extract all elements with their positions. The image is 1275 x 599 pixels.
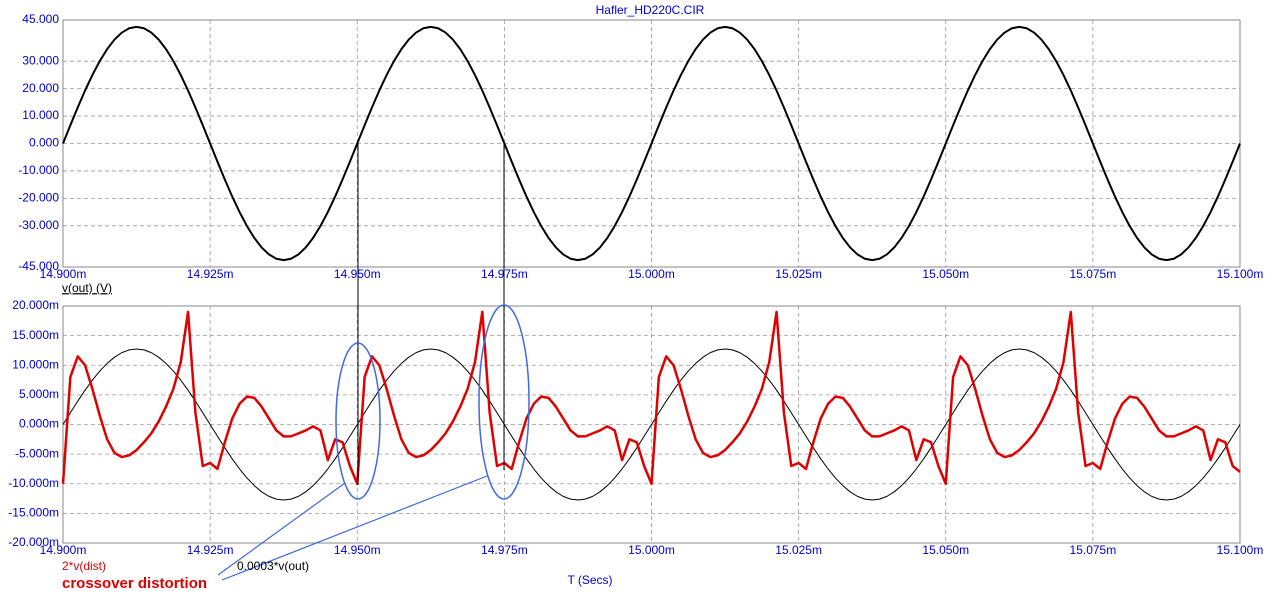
- x-tick-label: 14.925m: [187, 543, 234, 557]
- annotation-layer: [217, 143, 530, 581]
- x-tick-label: 15.050m: [922, 543, 969, 557]
- y-tick-label: -10.000m: [8, 476, 59, 490]
- x-tick-label: 15.000m: [628, 543, 675, 557]
- x-tick-label: 15.050m: [922, 267, 969, 281]
- x-tick-label: 14.975m: [481, 543, 528, 557]
- x-tick-label: 14.900m: [40, 267, 87, 281]
- x-tick-label: 14.900m: [40, 543, 87, 557]
- y-tick-label: 30.000: [22, 53, 59, 67]
- y-tick-label: 10.000m: [12, 357, 59, 371]
- x-tick-label: 14.975m: [481, 267, 528, 281]
- y-tick-label: 10.000: [22, 108, 59, 122]
- highlight-ellipse: [478, 304, 530, 500]
- y-tick-label: -20.000m: [8, 535, 59, 549]
- legend-label: 2*v(dist): [62, 559, 106, 573]
- series-line: [62, 25, 1241, 262]
- legend-label: v(out) (V): [62, 281, 112, 295]
- y-tick-label: -45.000: [18, 259, 59, 273]
- y-tick-label: 15.000m: [12, 328, 59, 342]
- y-tick-label: 45.000: [22, 12, 59, 26]
- highlight-ellipse: [335, 342, 381, 500]
- y-tick-label: 20.000m: [12, 298, 59, 312]
- series-line: [61, 310, 1241, 485]
- y-tick-label: -20.000: [18, 191, 59, 205]
- annotation: crossover distortion: [62, 575, 207, 592]
- y-tick-label: 5.000m: [19, 387, 59, 401]
- y-tick-label: -30.000: [18, 218, 59, 232]
- x-tick-label: 14.950m: [334, 267, 381, 281]
- x-axis-label: T (Secs): [567, 573, 612, 587]
- chart-title: Hafler_HD220C.CIR: [596, 3, 705, 17]
- y-tick-label: -5.000m: [15, 446, 59, 460]
- x-tick-label: 14.925m: [187, 267, 234, 281]
- x-tick-label: 14.950m: [334, 543, 381, 557]
- x-tick-label: 15.025m: [775, 267, 822, 281]
- y-tick-label: -15.000m: [8, 506, 59, 520]
- legend-label: 0.0003*v(out): [237, 559, 309, 573]
- x-tick-label: 15.100m: [1217, 267, 1264, 281]
- annotation-pointer: [217, 482, 346, 576]
- y-tick-label: 0.000m: [19, 417, 59, 431]
- y-tick-label: -10.000: [18, 163, 59, 177]
- series-line: [62, 348, 1241, 501]
- annotation-pointer: [221, 475, 488, 581]
- data-layer: [61, 25, 1241, 501]
- x-tick-label: 15.075m: [1070, 267, 1117, 281]
- x-tick-label: 15.100m: [1217, 543, 1264, 557]
- x-tick-label: 15.000m: [628, 267, 675, 281]
- y-tick-label: 20.000: [22, 81, 59, 95]
- x-tick-label: 15.075m: [1070, 543, 1117, 557]
- y-tick-label: 0.000: [29, 136, 59, 150]
- x-tick-label: 15.025m: [775, 543, 822, 557]
